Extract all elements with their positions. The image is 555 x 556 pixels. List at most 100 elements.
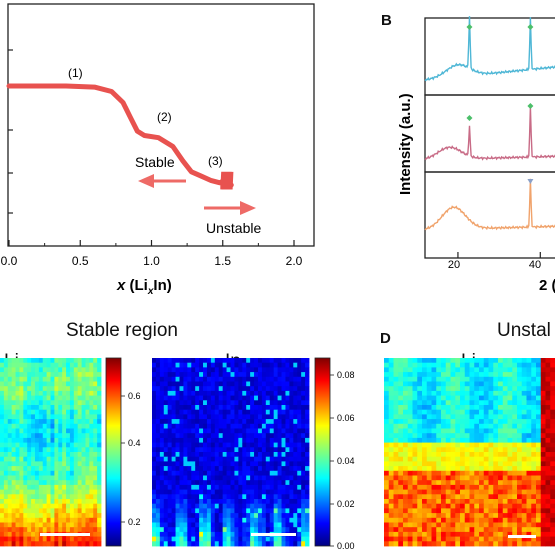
in-map-cell bbox=[222, 386, 227, 392]
li-map-cell bbox=[3, 513, 9, 519]
in-map-cell bbox=[285, 470, 290, 476]
unstable-map-cell bbox=[526, 367, 532, 373]
in-map-cell bbox=[222, 536, 227, 542]
unstable-map-cell bbox=[441, 494, 447, 500]
li-map-cell bbox=[73, 362, 79, 368]
in-map-cell bbox=[285, 367, 290, 373]
unstable-map-cell bbox=[460, 409, 466, 415]
in-map-cell bbox=[222, 395, 227, 401]
unstable-map-cell bbox=[536, 536, 542, 542]
li-map-cell bbox=[54, 400, 59, 406]
in-map-cell bbox=[163, 527, 169, 533]
in-map-cell bbox=[210, 531, 216, 537]
in-map-cell bbox=[187, 428, 192, 434]
li-map-cell bbox=[85, 508, 90, 514]
unstable-map-cell bbox=[445, 475, 451, 481]
in-map-cell bbox=[289, 409, 294, 415]
li-map-cell bbox=[62, 376, 67, 382]
unstable-map-cell bbox=[536, 484, 542, 490]
unstable-map-cell bbox=[455, 452, 461, 458]
li-map-cell bbox=[23, 484, 28, 490]
li-map-cell bbox=[19, 494, 24, 500]
in-map-cell bbox=[167, 419, 173, 425]
unstable-map-cell bbox=[540, 480, 546, 486]
unstable-map-cell bbox=[403, 536, 409, 542]
unstable-map-cell bbox=[388, 508, 394, 514]
in-map-cell bbox=[159, 527, 165, 533]
in-map-cell bbox=[289, 522, 294, 528]
panel-a-ticks bbox=[8, 49, 295, 246]
in-map-cell bbox=[155, 536, 161, 542]
in-map-cell bbox=[179, 437, 184, 443]
unstable-map-cell bbox=[445, 367, 451, 373]
in-map-cell bbox=[305, 536, 310, 542]
in-map-cell bbox=[171, 414, 176, 420]
unstable-map-cell bbox=[521, 452, 527, 458]
unstable-map-cell bbox=[502, 386, 508, 392]
in-map-cell bbox=[301, 386, 306, 392]
in-map-cell bbox=[222, 442, 227, 448]
in-map-cell bbox=[179, 372, 184, 378]
unstable-map-cell bbox=[550, 452, 555, 458]
unstable-map-cell bbox=[474, 414, 480, 420]
unstable-map-cell bbox=[407, 372, 413, 378]
unstable-map-cell bbox=[426, 419, 432, 425]
li-map-cell bbox=[34, 470, 40, 476]
unstable-map-cell bbox=[460, 513, 466, 519]
unstable-map-cell bbox=[426, 461, 432, 467]
unstable-map-cell bbox=[393, 475, 399, 481]
li-map-cell bbox=[31, 513, 36, 519]
in-map-cell bbox=[289, 433, 294, 439]
unstable-map-cell bbox=[393, 527, 399, 533]
li-map-cell bbox=[69, 513, 75, 519]
in-map-cell bbox=[218, 376, 224, 382]
unstable-map-cell bbox=[474, 381, 480, 387]
li-map-cell bbox=[38, 536, 44, 542]
li-map-cell bbox=[81, 461, 86, 467]
in-map-cell bbox=[273, 522, 279, 528]
li-map-cell bbox=[66, 400, 71, 406]
li-map-cell bbox=[97, 428, 102, 434]
unstable-map-cell bbox=[412, 442, 418, 448]
unstable-map-cell bbox=[398, 376, 404, 382]
li-map-cell bbox=[50, 423, 55, 429]
unstable-map-cell bbox=[550, 513, 555, 519]
in-map-cell bbox=[191, 358, 196, 364]
in-map-cell bbox=[242, 452, 247, 458]
unstable-map-cell bbox=[488, 503, 494, 509]
li-map-cell bbox=[81, 428, 86, 434]
in-map-cell bbox=[242, 536, 247, 542]
unstable-map-cell bbox=[441, 367, 447, 373]
unstable-map-cell bbox=[493, 470, 499, 476]
in-map-cell bbox=[226, 386, 231, 392]
in-map-cell bbox=[187, 475, 192, 481]
li-map-cell bbox=[58, 419, 63, 425]
li-map-cell bbox=[31, 419, 36, 425]
in-map-cell bbox=[163, 466, 169, 472]
unstable-map-cell bbox=[384, 522, 390, 528]
x-tick-label-0: 0.0 bbox=[1, 254, 18, 268]
li-map-cell bbox=[77, 400, 82, 406]
in-map-cell bbox=[238, 428, 243, 434]
in-map-cell bbox=[222, 376, 227, 382]
in-map-cell bbox=[159, 362, 165, 368]
li-map-cell bbox=[23, 517, 28, 523]
unstable-map-cell bbox=[483, 386, 489, 392]
li-map-cell bbox=[81, 405, 86, 411]
unstable-map-cell bbox=[398, 381, 404, 387]
unstable-map-cell bbox=[507, 466, 513, 472]
in-map-cell bbox=[191, 405, 196, 411]
in-map-cell bbox=[187, 461, 192, 467]
unstable-map-cell bbox=[460, 437, 466, 443]
li-map-cell bbox=[27, 400, 32, 406]
li-map-cell bbox=[73, 461, 79, 467]
unstable-map-cell bbox=[479, 480, 485, 486]
li-cb-label: 0.6 bbox=[128, 391, 141, 401]
unstable-map-cell bbox=[540, 390, 546, 396]
in-map-cell bbox=[293, 381, 298, 387]
unstable-map-cell bbox=[460, 522, 466, 528]
in-map-cell bbox=[269, 461, 275, 467]
li-map-cell bbox=[27, 470, 32, 476]
unstable-map-cell bbox=[498, 475, 504, 481]
unstable-map-cell bbox=[384, 423, 390, 429]
